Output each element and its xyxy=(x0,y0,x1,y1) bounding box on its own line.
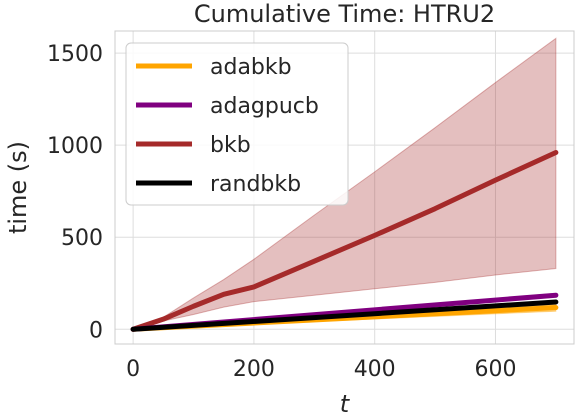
x-tick-label: 400 xyxy=(354,357,396,382)
y-tick-label: 500 xyxy=(61,226,103,251)
y-tick-label: 1500 xyxy=(47,42,103,67)
legend-box xyxy=(125,42,349,206)
x-tick-label: 0 xyxy=(126,357,140,382)
legend-label-randbkb: randbkb xyxy=(210,172,301,197)
plot-frame xyxy=(114,30,575,345)
x-tick-label: 600 xyxy=(474,357,516,382)
series-lines xyxy=(130,150,559,332)
legend-label-bkb: bkb xyxy=(210,133,251,158)
legend-label-adagpucb: adagpucb xyxy=(210,94,319,119)
legend: adabkb adagpucb bkb randbkb xyxy=(125,42,349,206)
y-tick-label: 1000 xyxy=(47,134,103,159)
legend-label-adabkb: adabkb xyxy=(210,55,292,80)
line-bkb xyxy=(130,150,559,332)
y-tick-label: 0 xyxy=(89,318,103,343)
y-axis-label: time (s) xyxy=(4,141,32,234)
x-tick-label: 200 xyxy=(233,357,275,382)
x-axis-label: t xyxy=(340,390,351,418)
tick-labels: 0 200 400 600 0 500 1000 1500 xyxy=(47,42,516,382)
chart-title: Cumulative Time: HTRU2 xyxy=(194,0,495,28)
line-randbkb xyxy=(130,299,559,332)
